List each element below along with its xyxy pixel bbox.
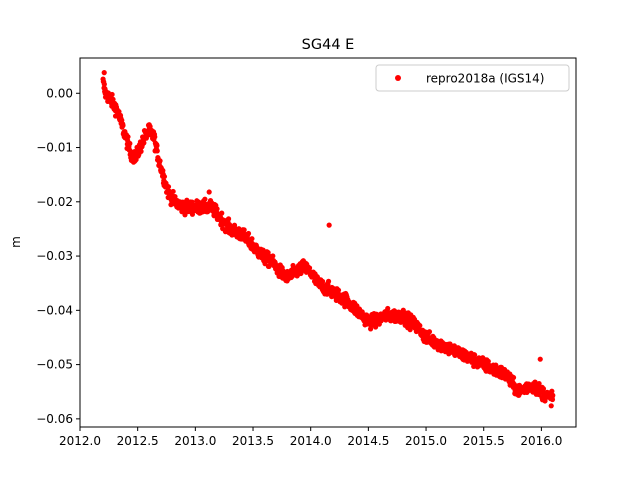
- legend-box: [375, 64, 570, 92]
- x-tick-label: 2014.5: [347, 434, 389, 448]
- y-tick-label: −0.06: [36, 412, 73, 426]
- x-tick-label: 2012.5: [117, 434, 159, 448]
- data-point: [472, 352, 478, 358]
- data-point: [548, 403, 554, 409]
- x-tick-label: 2013.0: [174, 434, 216, 448]
- data-point: [385, 305, 391, 312]
- plot-area-frame: [79, 57, 577, 428]
- data-point: [214, 206, 220, 212]
- data-point: [125, 134, 131, 140]
- legend: repro2018a (IGS14): [375, 64, 570, 92]
- y-axis-label: m: [9, 236, 23, 248]
- data-point: [225, 216, 232, 222]
- data-point: [536, 380, 542, 387]
- x-tick-label: 2015.5: [463, 434, 505, 448]
- data-point: [127, 140, 133, 147]
- data-point: [372, 324, 379, 330]
- data-point: [320, 278, 326, 285]
- data-point: [549, 388, 555, 394]
- legend-marker: [395, 75, 401, 81]
- legend-label: repro2018a (IGS14): [426, 72, 544, 86]
- data-point: [485, 358, 491, 364]
- data-point: [157, 158, 163, 164]
- data-point: [510, 374, 517, 381]
- data-point: [426, 329, 433, 335]
- data-point: [325, 278, 332, 284]
- data-point: [165, 184, 172, 190]
- data-point: [109, 91, 115, 98]
- data-point: [249, 236, 255, 242]
- x-tick-label: 2016.0: [520, 434, 562, 448]
- x-tick-label: 2014.0: [290, 434, 332, 448]
- y-tick-label: −0.05: [36, 358, 73, 372]
- data-point: [219, 210, 225, 216]
- data-point: [170, 188, 176, 195]
- y-tick-label: −0.03: [36, 249, 73, 263]
- data-point: [537, 356, 543, 362]
- data-point: [270, 253, 276, 259]
- data-point: [241, 227, 247, 233]
- data-point: [417, 323, 423, 329]
- data-point: [161, 173, 168, 180]
- data-point: [141, 140, 147, 146]
- data-point: [549, 396, 556, 403]
- data-point: [146, 122, 152, 128]
- data-point: [101, 81, 107, 87]
- y-tick-label: −0.01: [36, 141, 73, 155]
- data-point: [101, 70, 107, 76]
- x-tick-label: 2012.0: [59, 434, 101, 448]
- data-point: [154, 143, 160, 149]
- data-point: [154, 148, 160, 154]
- data-point: [110, 96, 116, 102]
- x-tick-label: 2015.0: [405, 434, 447, 448]
- data-point: [120, 122, 126, 129]
- y-tick-label: −0.04: [36, 303, 73, 317]
- data-point: [540, 386, 547, 392]
- data-points: [100, 70, 556, 409]
- y-tick-label: −0.02: [36, 195, 73, 209]
- chart-title: SG44 E: [302, 37, 355, 53]
- data-point: [202, 196, 208, 202]
- data-point: [335, 287, 342, 293]
- data-point: [152, 134, 158, 140]
- data-point: [550, 392, 556, 398]
- data-point: [245, 230, 252, 237]
- data-point: [138, 148, 144, 154]
- data-point: [326, 222, 332, 228]
- x-axis: 2012.0 2012.5 2013.0 2013.5 2014.0 2014.5 2015…: [59, 427, 562, 448]
- y-axis: 0.00 −0.01 −0.02 −0.03 −0.04 −0.05 −0.06: [36, 86, 80, 426]
- x-tick-label: 2013.5: [232, 434, 274, 448]
- data-point: [206, 189, 212, 195]
- y-tick-label: 0.00: [46, 86, 73, 100]
